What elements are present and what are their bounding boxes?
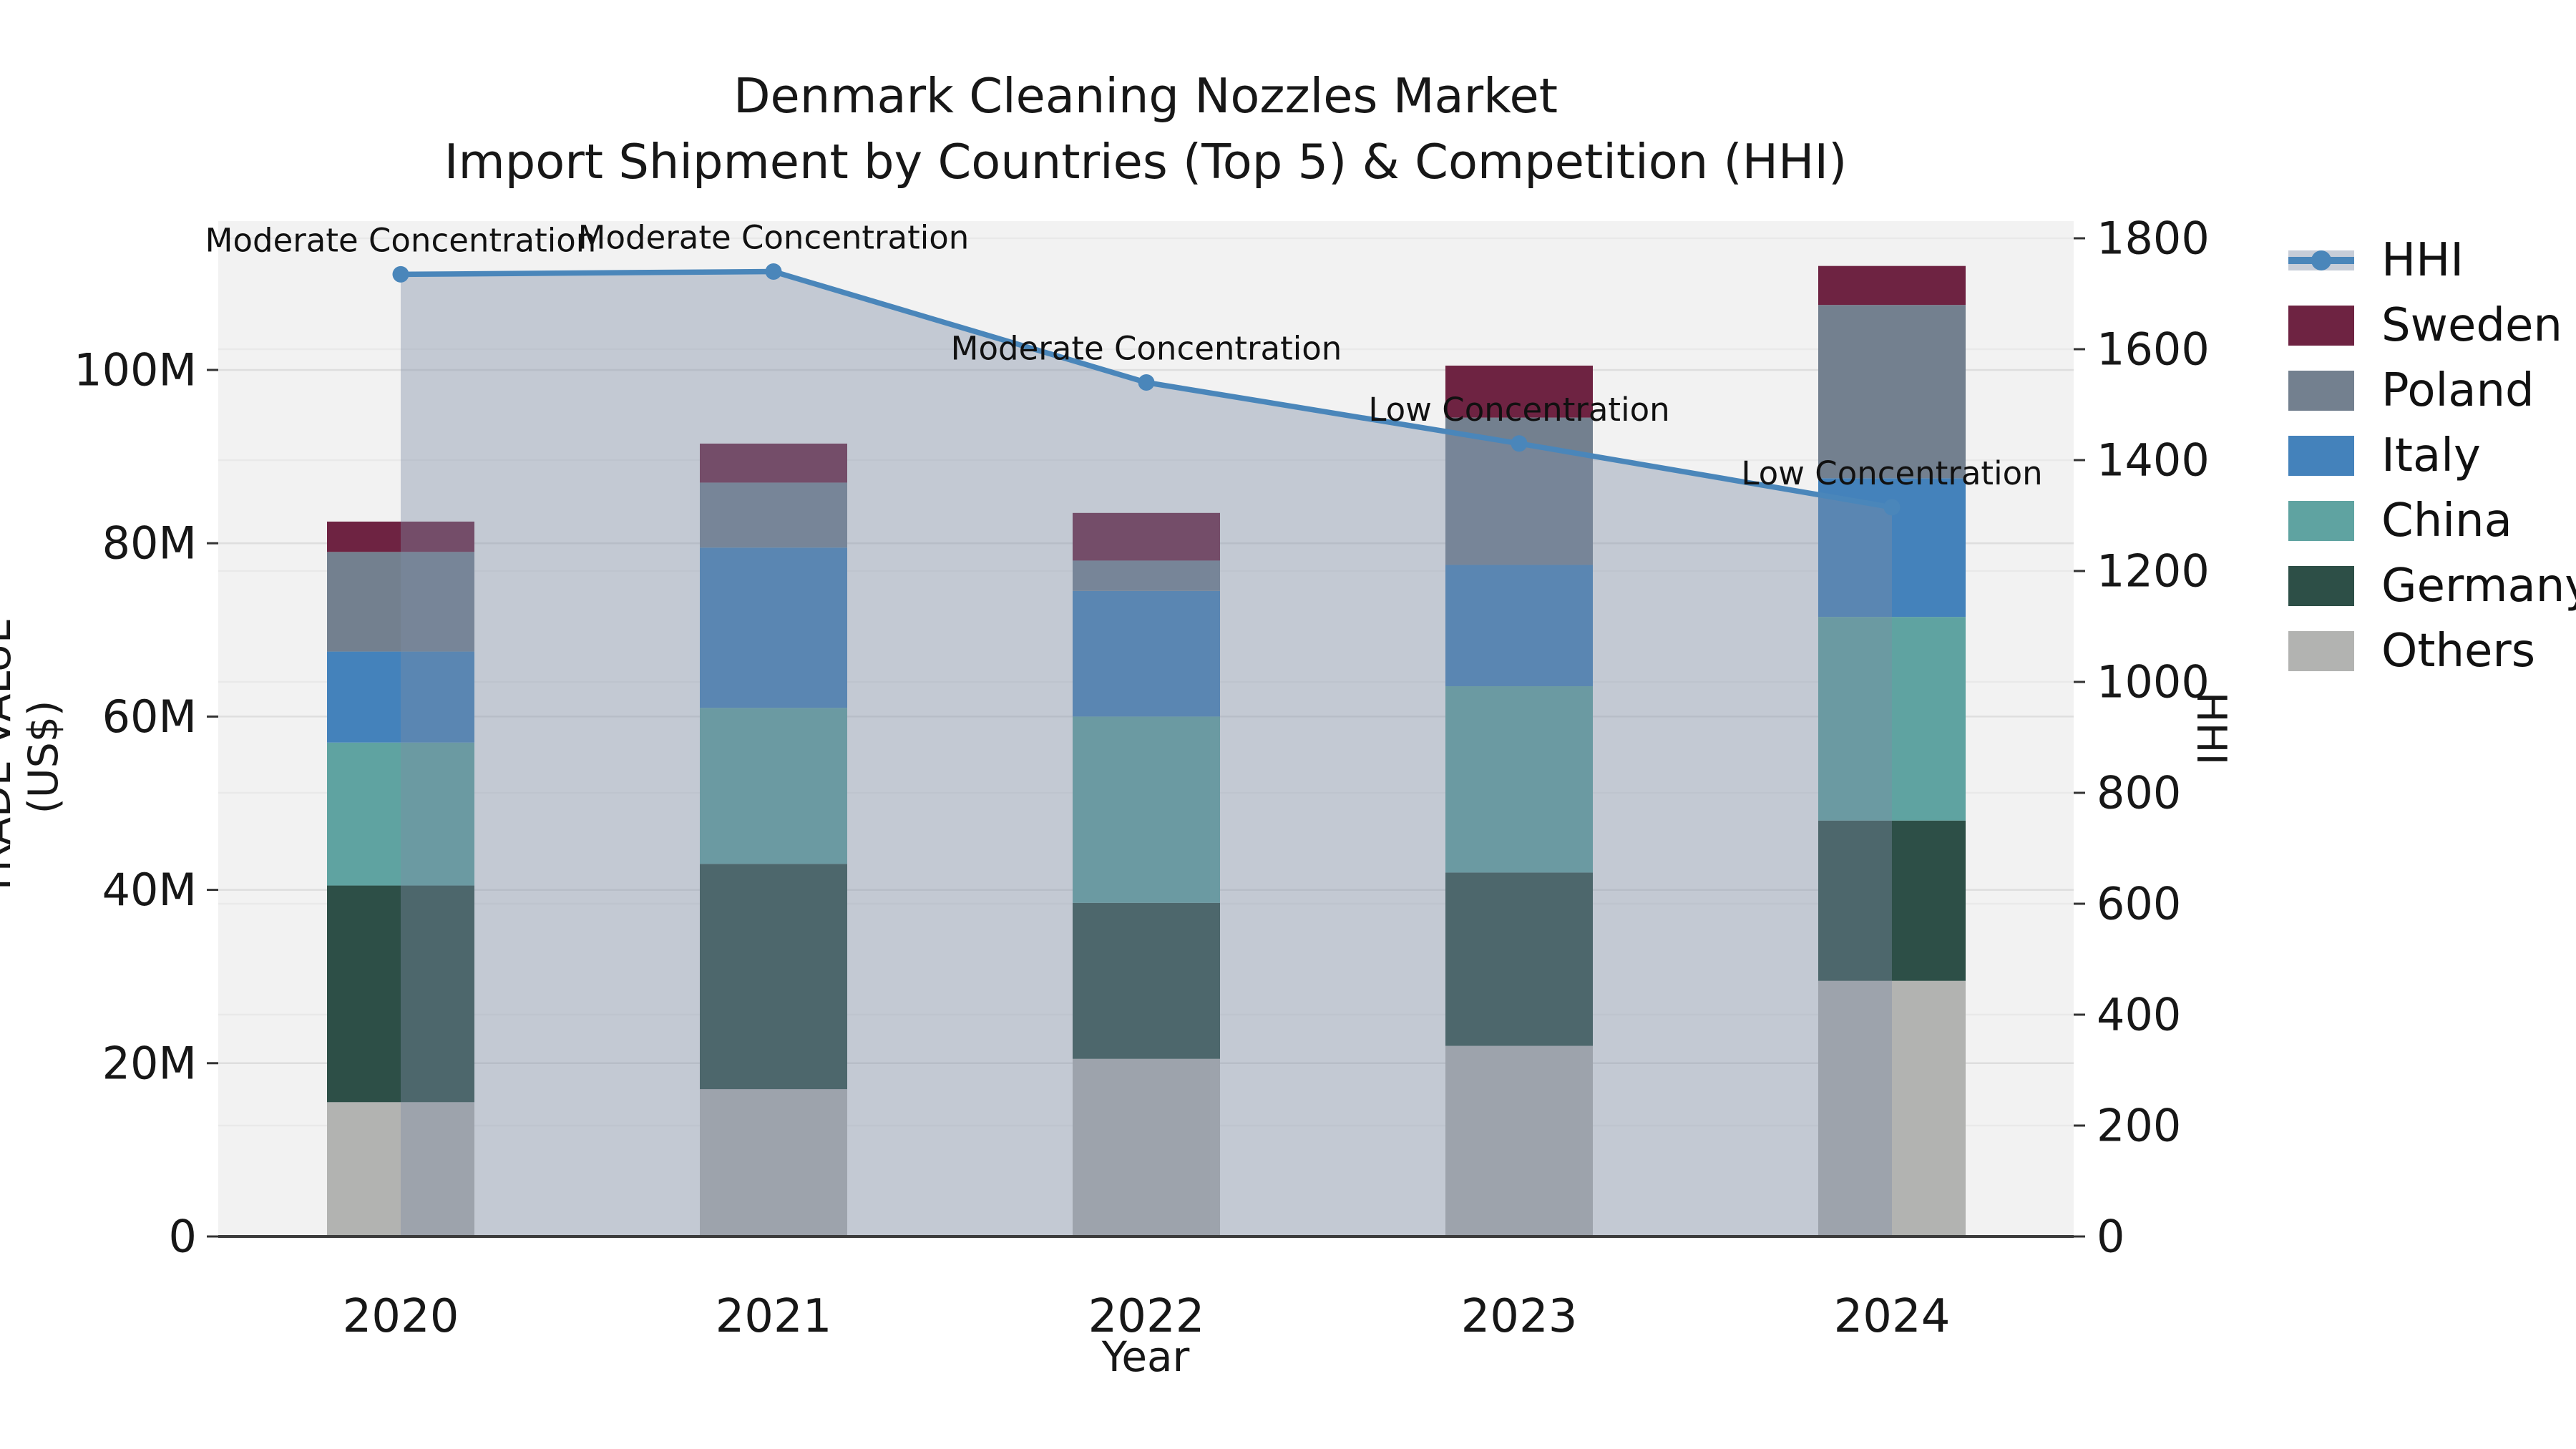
- legend-item-italy: Italy: [2288, 429, 2576, 482]
- legend-label: HHI: [2381, 234, 2464, 287]
- italy-swatch-icon: [2288, 436, 2354, 476]
- y-left-tick-label: 0: [169, 1211, 197, 1263]
- bar-segment-poland-2024: [1818, 305, 1966, 479]
- hhi-annotation-2021: Moderate Concentration: [578, 219, 970, 257]
- y-right-tick-label: 0: [2097, 1211, 2124, 1263]
- y-left-tick-label: 100M: [74, 344, 197, 396]
- legend-label: Poland: [2381, 364, 2534, 417]
- y-right-tick-label: 200: [2097, 1100, 2181, 1152]
- sweden-swatch-icon: [2288, 306, 2354, 346]
- y-right-tick-label: 1800: [2097, 213, 2210, 265]
- legend-label: Sweden: [2381, 299, 2562, 352]
- y-right-tick-label: 1200: [2097, 545, 2210, 597]
- y-right-tick-label: 600: [2097, 878, 2181, 930]
- bar-segment-germany-2023: [1445, 872, 1593, 1046]
- bar-segment-china-2023: [1445, 686, 1593, 873]
- bar-segment-china-2022: [1073, 716, 1220, 903]
- x-tick-label-2021: 2021: [716, 1290, 832, 1343]
- y-left-tick-label: 80M: [102, 517, 197, 570]
- y-axis-label-right: HHI: [2187, 691, 2235, 766]
- x-tick-label-2022: 2022: [1088, 1290, 1205, 1343]
- bar-segment-poland-2020: [327, 552, 474, 652]
- legend-item-poland: Poland: [2288, 364, 2576, 417]
- bar-segment-others-2020: [327, 1102, 474, 1236]
- legend-item-china: China: [2288, 494, 2576, 547]
- legend-label: Italy: [2381, 429, 2481, 482]
- hhi-marker-2022: [1138, 374, 1155, 391]
- bar-segment-germany-2020: [327, 885, 474, 1103]
- x-tick-label-2020: 2020: [343, 1290, 459, 1343]
- y-axis-label-left: TRADE VALUE (US$): [0, 617, 67, 897]
- chart-title: Denmark Cleaning Nozzles Market Import S…: [0, 63, 2291, 195]
- bar-segment-germany-2021: [700, 864, 847, 1090]
- hhi-annotation-2022: Moderate Concentration: [951, 330, 1342, 368]
- y-right-tick-label: 800: [2097, 767, 2181, 819]
- bar-segment-germany-2022: [1073, 902, 1220, 1059]
- bar-segment-china-2020: [327, 742, 474, 886]
- bar-segment-others-2021: [700, 1089, 847, 1236]
- bar-segment-italy-2021: [700, 547, 847, 708]
- y-right-tick-label: 1400: [2097, 434, 2210, 487]
- germany-swatch-icon: [2288, 566, 2354, 606]
- bar-segment-others-2022: [1073, 1058, 1220, 1236]
- others-swatch-icon: [2288, 631, 2354, 671]
- y-left-tick-label: 60M: [102, 691, 197, 743]
- legend: HHI Sweden Poland Italy China Germany Ot…: [2288, 234, 2576, 678]
- bar-segment-poland-2021: [700, 482, 847, 548]
- bar-segment-italy-2022: [1073, 590, 1220, 717]
- hhi-marker-2023: [1511, 435, 1528, 452]
- legend-item-sweden: Sweden: [2288, 299, 2576, 352]
- bar-segment-china-2024: [1818, 617, 1966, 821]
- legend-label: Others: [2381, 625, 2536, 678]
- chart-title-line1: Denmark Cleaning Nozzles Market: [733, 68, 1558, 124]
- y-right-tick-label: 400: [2097, 989, 2181, 1041]
- bar-segment-poland-2022: [1073, 560, 1220, 591]
- legend-item-hhi: HHI: [2288, 234, 2576, 287]
- poland-swatch-icon: [2288, 371, 2354, 411]
- y-left-tick-label: 20M: [102, 1037, 197, 1089]
- bar-segment-sweden-2020: [327, 521, 474, 552]
- x-tick-label-2023: 2023: [1461, 1290, 1578, 1343]
- chart-title-line2: Import Shipment by Countries (Top 5) & C…: [444, 134, 1848, 190]
- bar-segment-sweden-2023: [1445, 365, 1593, 418]
- legend-label: Germany: [2381, 560, 2576, 613]
- legend-label: China: [2381, 494, 2512, 547]
- bar-segment-italy-2023: [1445, 565, 1593, 687]
- hhi-marker-2020: [392, 265, 409, 283]
- y-right-tick-label: 1600: [2097, 323, 2210, 376]
- hhi-annotation-2024: Low Concentration: [1741, 454, 2042, 492]
- bar-segment-sweden-2021: [700, 443, 847, 483]
- bar-segment-sweden-2024: [1818, 265, 1966, 306]
- bar-segment-germany-2024: [1818, 820, 1966, 981]
- legend-item-germany: Germany: [2288, 560, 2576, 613]
- y-left-tick-label: 40M: [102, 864, 197, 916]
- hhi-annotation-2023: Low Concentration: [1368, 391, 1669, 429]
- hhi-marker-2024: [1883, 499, 1901, 516]
- y-right-tick-label: 1000: [2097, 656, 2210, 708]
- bar-segment-others-2024: [1818, 980, 1966, 1236]
- hhi-line-swatch-icon: [2288, 240, 2354, 280]
- legend-item-others: Others: [2288, 625, 2576, 678]
- x-tick-label-2024: 2024: [1834, 1290, 1951, 1343]
- bar-segment-italy-2020: [327, 651, 474, 743]
- x-axis-label: Year: [1101, 1332, 1190, 1381]
- hhi-marker-2021: [765, 263, 782, 280]
- bar-segment-sweden-2022: [1073, 512, 1220, 561]
- bar-segment-china-2021: [700, 708, 847, 864]
- hhi-annotation-2020: Moderate Concentration: [205, 221, 597, 259]
- china-swatch-icon: [2288, 501, 2354, 541]
- bar-segment-others-2023: [1445, 1045, 1593, 1236]
- hhi-area-fill: [401, 271, 1892, 1236]
